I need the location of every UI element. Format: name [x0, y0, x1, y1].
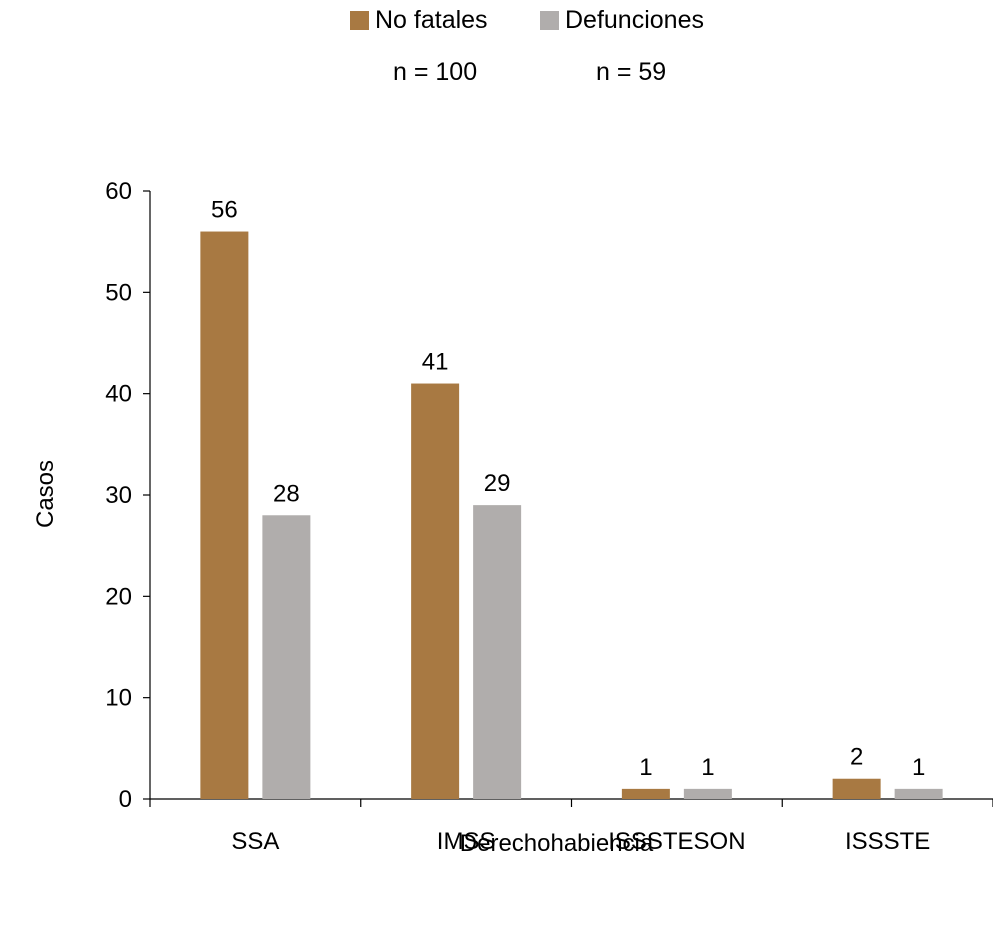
x-axis-label: Derechohabiencia [459, 830, 654, 857]
bar-no-fatales [621, 788, 670, 799]
legend-item-defunciones: Defunciones [540, 6, 704, 35]
bar-defunciones [473, 505, 522, 799]
x-tick-label: ISSSTESON [608, 828, 745, 855]
data-label-no-fatales: 2 [850, 744, 863, 771]
data-label-no-fatales: 41 [422, 349, 449, 376]
y-axis-label: Casos [32, 459, 59, 529]
y-tick-label: 10 [105, 685, 132, 712]
legend-label-no-fatales: No fatales [375, 6, 488, 34]
bar-no-fatales [411, 383, 460, 799]
data-label-no-fatales: 1 [639, 754, 652, 781]
legend-label-defunciones: Defunciones [565, 6, 704, 34]
data-label-no-fatales: 56 [211, 197, 238, 224]
data-label-defunciones: 1 [701, 754, 714, 781]
y-tick-label: 30 [105, 482, 132, 509]
bar-defunciones [262, 515, 311, 799]
legend-item-no-fatales: No fatales [350, 6, 488, 35]
y-tick-label: 60 [105, 178, 132, 205]
data-label-defunciones: 28 [273, 480, 300, 507]
x-tick-label: ISSSTE [845, 828, 930, 855]
x-tick-label: SSA [231, 828, 279, 855]
bar-no-fatales [832, 778, 881, 799]
data-label-defunciones: 1 [912, 754, 925, 781]
series-count-no-fatales: n = 100 [393, 58, 478, 86]
y-tick-label: 50 [105, 279, 132, 306]
y-tick-label: 0 [119, 786, 132, 813]
legend-swatch-no-fatales [350, 11, 369, 30]
bar-defunciones [683, 788, 732, 799]
data-label-defunciones: 29 [484, 470, 511, 497]
bar-no-fatales [200, 231, 249, 800]
y-tick-label: 40 [105, 381, 132, 408]
bar-defunciones [894, 788, 943, 799]
legend: No fatales Defunciones [0, 6, 993, 40]
y-tick-label: 20 [105, 583, 132, 610]
series-count-defunciones: n = 59 [596, 58, 667, 86]
legend-swatch-defunciones [540, 11, 559, 30]
x-tick-label: IMSS [437, 828, 496, 855]
